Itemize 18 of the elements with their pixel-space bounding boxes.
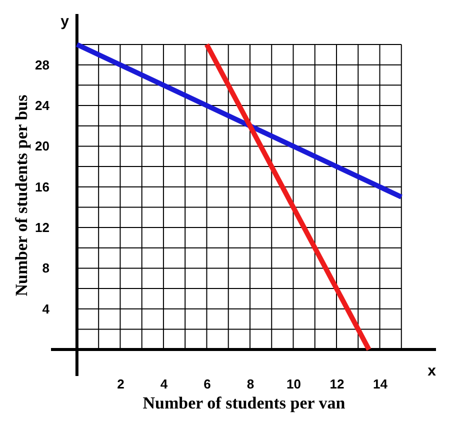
y-tick-label: 24	[35, 98, 50, 114]
y-tick-label: 8	[42, 260, 50, 276]
x-tick-label: 10	[286, 376, 301, 392]
x-tick-label: 2	[117, 376, 124, 392]
annotation: x	[428, 362, 437, 380]
x-tick-label: 8	[246, 376, 254, 392]
y-tick-label: 28	[35, 57, 50, 72]
x-tick-label: 6	[204, 376, 211, 392]
x-axis-title: Number of students per van	[142, 394, 346, 412]
y-tick-label: 20	[35, 138, 50, 154]
annotation: y	[60, 13, 70, 30]
x-tick-label: 12	[330, 376, 344, 392]
y-tick-label: 12	[35, 220, 50, 236]
x-tick-label: 14	[373, 376, 388, 392]
x-tick-label: 4	[160, 376, 168, 392]
y-tick-label: 4	[42, 301, 50, 316]
y-axis-title: Number of students per bus	[12, 94, 32, 296]
y-tick-label: 16	[35, 179, 50, 194]
